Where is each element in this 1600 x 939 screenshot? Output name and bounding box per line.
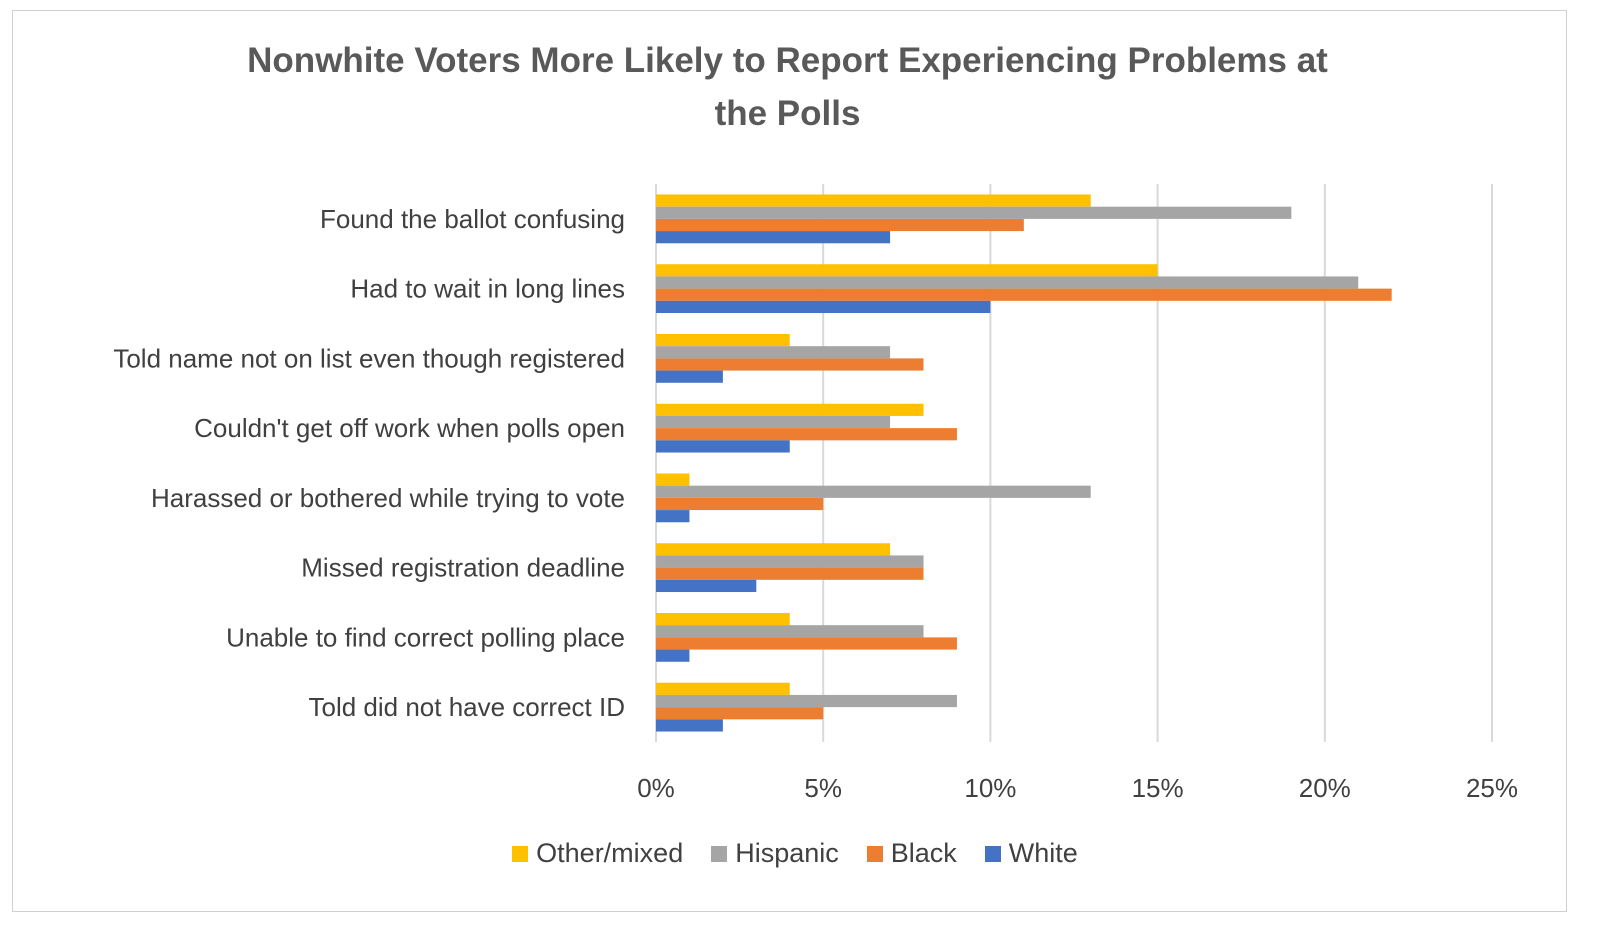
- bar-other-mixed: [656, 403, 924, 416]
- bar-hispanic: [656, 694, 957, 708]
- legend-swatch: [866, 845, 883, 862]
- chart-title-line-1: Nonwhite Voters More Likely to Report Ex…: [247, 41, 1328, 80]
- bar-white: [656, 231, 891, 244]
- bar-other-mixed: [656, 612, 790, 626]
- bar-black: [656, 288, 1392, 301]
- bar-black: [656, 358, 924, 371]
- chart-title-line-2: the Polls: [714, 94, 861, 133]
- legend-swatch: [984, 845, 1001, 862]
- bar-hispanic: [656, 415, 891, 429]
- bar-hispanic: [656, 276, 1359, 289]
- chart-title: Nonwhite Voters More Likely to Report Ex…: [0, 34, 1575, 140]
- bar-other-mixed: [656, 333, 790, 347]
- legend: Other/mixed Hispanic Black White: [0, 838, 1590, 869]
- bar-white: [656, 300, 991, 314]
- x-tick-label: 20%: [1299, 773, 1351, 803]
- bar-black: [656, 567, 924, 580]
- x-tick-label: 10%: [964, 773, 1016, 803]
- x-tick-label: 15%: [1132, 773, 1184, 803]
- bar-white: [656, 370, 723, 383]
- bar-other-mixed: [656, 264, 1158, 277]
- category-label: Told did not have correct ID: [309, 692, 626, 722]
- bar-other-mixed: [656, 543, 891, 556]
- bar-white: [656, 579, 757, 593]
- legend-label: Other/mixed: [536, 838, 684, 868]
- x-tick-label: 5%: [804, 773, 842, 803]
- bar-hispanic: [656, 555, 924, 568]
- category-label: Couldn't get off work when polls open: [194, 413, 625, 443]
- bar-hispanic: [656, 625, 924, 638]
- x-tick-label: 25%: [1466, 773, 1518, 803]
- bar-hispanic: [656, 485, 1091, 498]
- bar-black: [656, 637, 957, 650]
- bar-black: [656, 428, 957, 441]
- category-label: Had to wait in long lines: [350, 274, 625, 304]
- bar-other-mixed: [656, 473, 690, 486]
- legend-swatch: [512, 845, 529, 862]
- legend-item: White: [984, 838, 1078, 869]
- legend-item: Hispanic: [711, 838, 839, 869]
- bar-other-mixed: [656, 682, 790, 695]
- category-label: Found the ballot confusing: [320, 204, 625, 234]
- legend-label: White: [1008, 838, 1078, 868]
- bar-hispanic: [656, 346, 891, 359]
- bar-white: [656, 510, 690, 523]
- bar-white: [656, 649, 690, 662]
- category-label: Missed registration deadline: [301, 553, 625, 583]
- bar-black: [656, 707, 824, 720]
- legend-item: Other/mixed: [512, 838, 683, 869]
- category-label: Harassed or bothered while trying to vot…: [151, 483, 625, 513]
- category-label: Unable to find correct polling place: [226, 622, 625, 652]
- bar-hispanic: [656, 206, 1292, 219]
- legend-item: Black: [866, 838, 957, 869]
- bar-white: [656, 719, 723, 732]
- bar-white: [656, 440, 790, 453]
- bar-black: [656, 218, 1024, 232]
- legend-label: Hispanic: [735, 838, 839, 868]
- bar-black: [656, 497, 824, 511]
- bar-other-mixed: [656, 194, 1091, 207]
- category-label: Told name not on list even though regist…: [113, 343, 625, 373]
- x-tick-label: 0%: [637, 773, 675, 803]
- legend-swatch: [711, 845, 728, 862]
- chart-frame: [12, 10, 1567, 912]
- legend-label: Black: [890, 838, 957, 868]
